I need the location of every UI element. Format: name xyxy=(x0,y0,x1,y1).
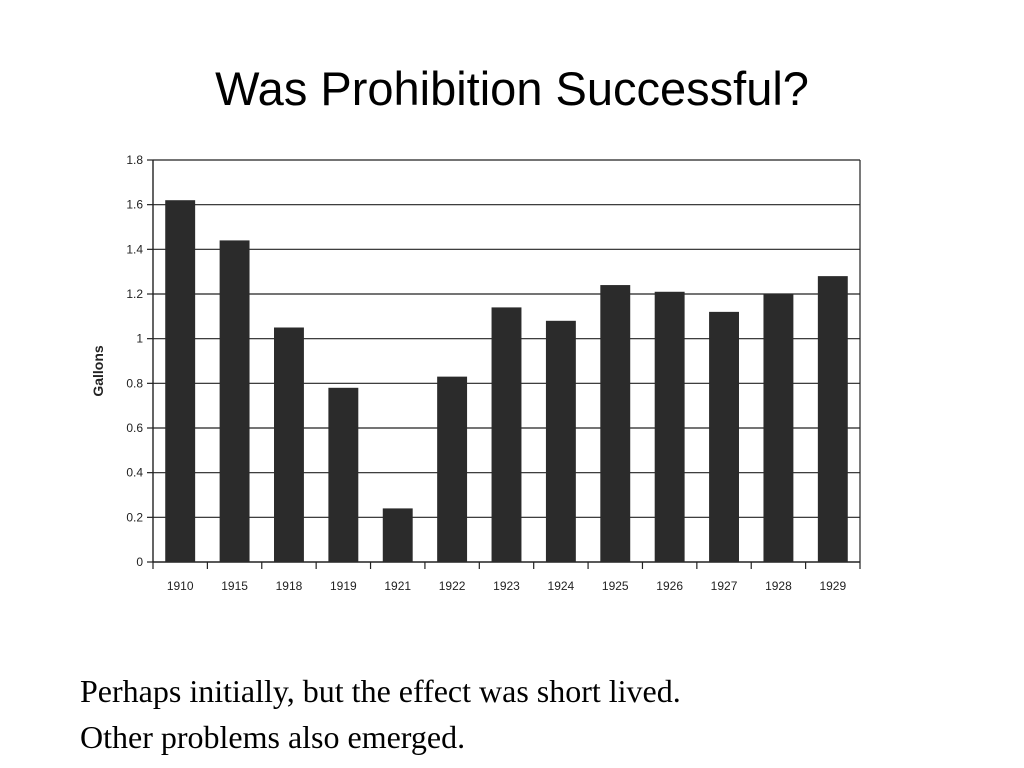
x-tick-label: 1926 xyxy=(656,579,683,593)
x-tick-label: 1928 xyxy=(765,579,792,593)
bar-1921 xyxy=(382,508,413,562)
x-tick-label: 1921 xyxy=(384,579,411,593)
y-tick-label: 1.2 xyxy=(126,287,143,301)
bar-1926 xyxy=(654,291,685,562)
y-tick-label: 0.6 xyxy=(126,421,143,435)
x-tick-label: 1915 xyxy=(221,579,248,593)
x-tick-label: 1929 xyxy=(819,579,846,593)
y-tick-label: 0.4 xyxy=(126,466,143,480)
x-tick-label: 1910 xyxy=(167,579,194,593)
x-tick-label: 1919 xyxy=(330,579,357,593)
slide-title: Was Prohibition Successful? xyxy=(215,62,809,115)
bar-chart: 0 0.2 0.4 0.6 0.8 1 1.2 1.4 1.6 1.8 Gallons 1910 191… xyxy=(90,153,861,593)
x-tick-label: 1922 xyxy=(439,579,466,593)
bar-1928 xyxy=(763,294,794,562)
caption: Perhaps initially, but the effect was sh… xyxy=(80,668,980,760)
caption-line-1: Perhaps initially, but the effect was sh… xyxy=(80,673,681,709)
bar-1922 xyxy=(437,376,468,562)
x-tick-label: 1925 xyxy=(602,579,629,593)
bar-1918 xyxy=(274,327,304,562)
bar-1910 xyxy=(165,200,196,562)
x-tick-label: 1918 xyxy=(276,579,303,593)
caption-line-2: Other problems also emerged. xyxy=(80,719,466,755)
bar-1923 xyxy=(491,307,522,562)
bar-1919 xyxy=(328,387,359,562)
y-tick-label: 0 xyxy=(136,555,143,569)
y-tick-label: 1.8 xyxy=(126,153,143,167)
chart-container: 0 0.2 0.4 0.6 0.8 1 1.2 1.4 1.6 1.8 Gallons 1910 191… xyxy=(80,140,880,610)
y-tick-label: 0.2 xyxy=(126,510,143,524)
bar-1924 xyxy=(545,320,576,562)
y-axis-label: Gallons xyxy=(90,345,106,397)
y-tick-label: 1.4 xyxy=(126,242,143,256)
x-tick-label: 1923 xyxy=(493,579,520,593)
bar-1925 xyxy=(600,285,631,562)
y-tick-label: 1.6 xyxy=(126,198,143,212)
bar-1927 xyxy=(709,311,739,562)
bar-1929 xyxy=(817,276,848,562)
bar-1915 xyxy=(219,240,250,562)
x-tick-label: 1927 xyxy=(711,579,738,593)
x-tick-label: 1924 xyxy=(548,579,575,593)
y-tick-label: 0.8 xyxy=(126,376,143,390)
y-tick-label: 1 xyxy=(136,332,143,346)
